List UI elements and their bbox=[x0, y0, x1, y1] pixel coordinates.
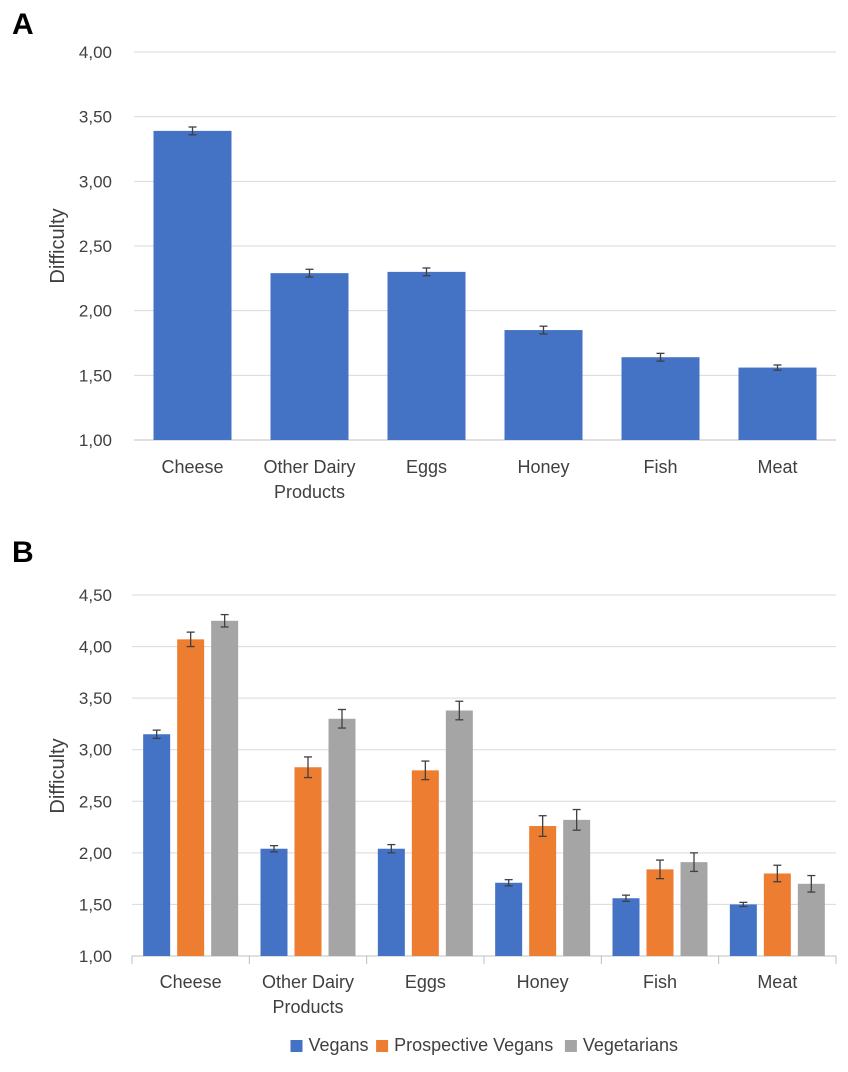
y-tick-label-b: 3,00 bbox=[79, 741, 112, 760]
y-tick-label-b: 1,50 bbox=[79, 895, 112, 914]
category-label-b: Fish bbox=[643, 972, 677, 992]
category-label-b: Products bbox=[272, 997, 343, 1017]
bar-a bbox=[387, 271, 466, 440]
y-tick-label-a: 2,00 bbox=[79, 302, 112, 321]
panel-label-a: A bbox=[12, 8, 34, 41]
bar-b bbox=[495, 882, 523, 956]
bar-b bbox=[763, 873, 791, 956]
y-tick-label-a: 3,50 bbox=[79, 108, 112, 127]
category-label-b: Honey bbox=[517, 972, 569, 992]
bar-b bbox=[177, 639, 205, 956]
bar-b bbox=[612, 898, 640, 956]
bar-b bbox=[294, 767, 322, 956]
bar-b bbox=[646, 869, 674, 956]
bar-b bbox=[563, 819, 591, 956]
y-tick-label-a: 4,00 bbox=[79, 43, 112, 62]
y-axis-label-a: Difficulty bbox=[47, 208, 69, 283]
bar-b bbox=[211, 620, 239, 956]
y-tick-label-a: 1,00 bbox=[79, 431, 112, 450]
y-tick-label-a: 2,50 bbox=[79, 237, 112, 256]
category-label-b: Other Dairy bbox=[262, 972, 354, 992]
category-label-b: Cheese bbox=[160, 972, 222, 992]
bar-a bbox=[270, 273, 349, 440]
y-tick-label-a: 1,50 bbox=[79, 366, 112, 385]
bar-b bbox=[377, 848, 405, 956]
category-label-a: Products bbox=[274, 482, 345, 502]
category-label-a: Eggs bbox=[406, 457, 447, 477]
bar-b bbox=[328, 718, 356, 956]
legend-swatch-b bbox=[290, 1040, 303, 1052]
category-label-a: Honey bbox=[517, 457, 569, 477]
y-tick-label-b: 2,50 bbox=[79, 792, 112, 811]
bar-a bbox=[504, 330, 583, 440]
category-label-a: Other Dairy bbox=[263, 457, 355, 477]
y-tick-label-b: 3,50 bbox=[79, 689, 112, 708]
bar-a bbox=[153, 130, 232, 441]
bar-a bbox=[621, 357, 700, 440]
legend-swatch-b bbox=[376, 1040, 389, 1052]
panel-label-b: B bbox=[12, 536, 34, 569]
bar-b bbox=[411, 770, 439, 956]
y-tick-label-b: 4,00 bbox=[79, 638, 112, 657]
category-label-a: Fish bbox=[643, 457, 677, 477]
legend-label-b: Vegetarians bbox=[583, 1035, 678, 1055]
bar-a bbox=[738, 367, 817, 440]
y-tick-label-b: 4,50 bbox=[79, 586, 112, 605]
category-label-b: Meat bbox=[757, 972, 797, 992]
bar-b bbox=[797, 883, 825, 956]
legend-swatch-b bbox=[564, 1040, 577, 1052]
bar-b bbox=[529, 826, 557, 956]
bar-b bbox=[260, 848, 288, 956]
legend-label-b: Prospective Vegans bbox=[394, 1035, 553, 1055]
bar-b bbox=[729, 904, 757, 956]
y-axis-label-b: Difficulty bbox=[47, 738, 69, 813]
legend-label-b: Vegans bbox=[309, 1035, 369, 1055]
bar-b bbox=[680, 862, 708, 956]
bar-b bbox=[445, 710, 473, 956]
bar-b bbox=[143, 734, 171, 956]
y-tick-label-a: 3,00 bbox=[79, 172, 112, 191]
category-label-a: Cheese bbox=[161, 457, 223, 477]
y-tick-label-b: 2,00 bbox=[79, 844, 112, 863]
category-label-a: Meat bbox=[757, 457, 797, 477]
y-tick-label-b: 1,00 bbox=[79, 947, 112, 966]
category-label-b: Eggs bbox=[405, 972, 446, 992]
